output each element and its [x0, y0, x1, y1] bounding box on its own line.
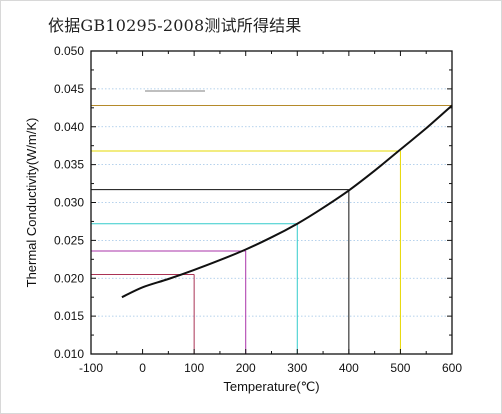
x-tick-label: 0 [139, 361, 146, 375]
y-axis-label: Thermal Conductivity(W/m/K) [24, 118, 39, 288]
x-tick-label: 400 [339, 361, 359, 375]
y-tick-label: 0.045 [54, 82, 84, 96]
y-tick-label: 0.025 [54, 233, 84, 247]
y-tick-label: 0.050 [54, 44, 84, 58]
y-tick-label: 0.015 [54, 309, 84, 323]
figure-caption: 依据GB10295-2008测试所得结果 [48, 16, 302, 35]
y-tick-label: 0.035 [54, 158, 84, 172]
series-line [121, 104, 453, 299]
axis-tick-labels: -100 0 100 200 300 400 500 600 0.010 0.015 0.020 0.… [54, 44, 462, 375]
plot-area-border [90, 50, 453, 355]
axis-ticks [90, 50, 453, 355]
y-tick-label: 0.030 [54, 196, 84, 210]
reference-lines [91, 105, 453, 354]
x-tick-label: 600 [442, 361, 462, 375]
x-tick-label: 200 [236, 361, 256, 375]
grid-layer [91, 88, 452, 317]
x-axis-label: Temperature(℃) [223, 379, 319, 394]
x-tick-label: -100 [79, 361, 103, 375]
x-tick-label: 300 [287, 361, 307, 375]
y-tick-label: 0.040 [54, 120, 84, 134]
x-tick-label: 100 [184, 361, 204, 375]
y-tick-label: 0.020 [54, 271, 84, 285]
y-tick-label: 0.010 [54, 347, 84, 361]
x-tick-label: 500 [390, 361, 410, 375]
